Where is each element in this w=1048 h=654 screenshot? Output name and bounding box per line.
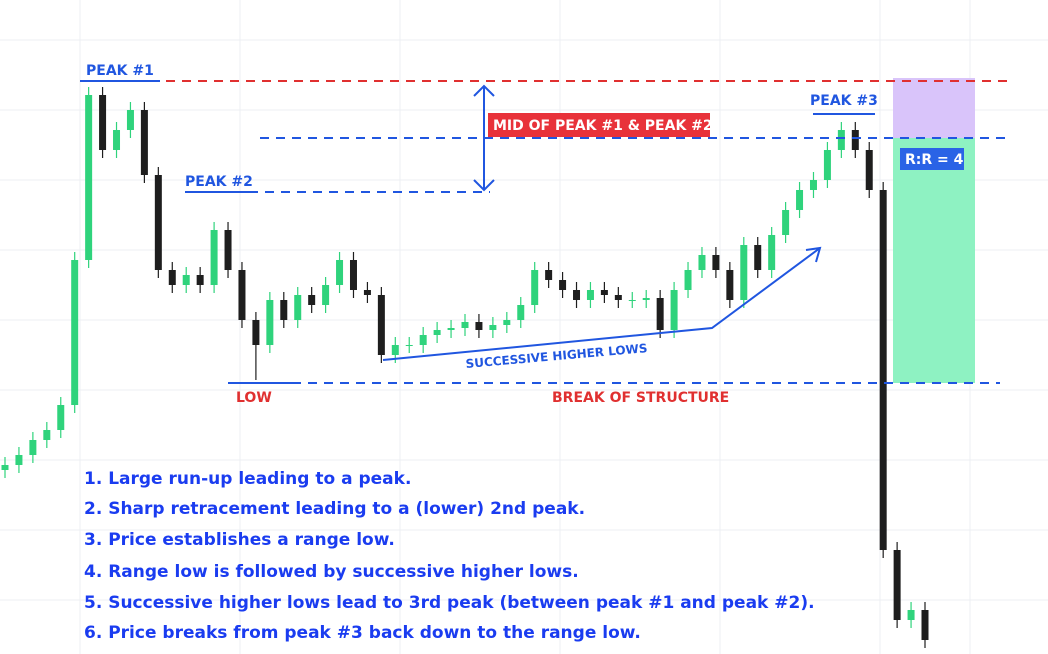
candle-body: [851, 130, 859, 150]
candle-body: [447, 328, 455, 330]
candle-body: [57, 405, 65, 430]
candle-body: [475, 322, 483, 330]
candle-body: [921, 610, 929, 640]
candle-body: [336, 260, 344, 285]
peak-2-label: PEAK #2: [185, 174, 253, 190]
candle-body: [600, 290, 608, 295]
candle-body: [698, 255, 706, 270]
candle-body: [559, 280, 567, 290]
candle-body: [99, 95, 107, 150]
candle-body: [614, 295, 622, 300]
note: 4. Range low is followed by successive h…: [84, 562, 579, 582]
candle-body: [126, 110, 134, 130]
candles: [1, 87, 929, 648]
notes: 1. Large run-up leading to a peak. 2. Sh…: [84, 469, 815, 643]
candle-body: [224, 230, 232, 270]
candle-body: [726, 270, 734, 300]
candle-body: [489, 325, 497, 330]
candle-body: [503, 320, 511, 325]
note: 6. Price breaks from peak #3 back down t…: [84, 623, 641, 643]
candle-body: [349, 260, 357, 290]
candle-body: [545, 270, 553, 280]
candle-body: [15, 455, 23, 465]
candle-body: [43, 430, 51, 440]
higher-lows-label: SUCCESSIVE HIGHER LOWS: [465, 341, 648, 371]
candle-body: [879, 190, 887, 550]
candle-body: [280, 300, 288, 320]
candle-body: [405, 345, 413, 346]
candle-body: [308, 295, 316, 305]
candle-body: [837, 130, 845, 150]
candle-body: [656, 298, 664, 330]
candle-body: [322, 285, 330, 305]
rr-label-bg: [900, 148, 964, 170]
candle-body: [1, 465, 9, 470]
mid-label-bg: [488, 113, 710, 137]
candle-body: [531, 270, 539, 305]
candle-body: [517, 305, 525, 320]
candle-body: [419, 335, 427, 345]
candle-body: [377, 295, 385, 355]
rr-label: R:R = 4: [905, 152, 964, 168]
candle-body: [740, 245, 748, 300]
candle-body: [461, 322, 469, 328]
candle-body: [154, 175, 162, 270]
candle-body: [907, 610, 915, 620]
low-label: LOW: [236, 390, 272, 406]
candle-body: [670, 290, 678, 330]
candle-body: [865, 150, 873, 190]
risk-zone: [893, 78, 975, 138]
candle-body: [823, 150, 831, 180]
candle-body: [684, 270, 692, 290]
note: 1. Large run-up leading to a peak.: [84, 469, 411, 489]
candle-body: [85, 95, 93, 260]
candle-body: [182, 275, 190, 285]
candle-body: [266, 300, 274, 345]
candle-body: [294, 295, 302, 320]
note: 3. Price establishes a range low.: [84, 530, 395, 550]
candle-body: [140, 110, 148, 175]
reward-zone: [893, 138, 975, 383]
candle-body: [168, 270, 176, 285]
candle-body: [363, 290, 371, 295]
bos-label: BREAK OF STRUCTURE: [552, 390, 729, 406]
candle-body: [113, 130, 121, 150]
note: 2. Sharp retracement leading to a (lower…: [84, 499, 585, 519]
candle-body: [196, 275, 204, 285]
candle-body: [71, 260, 79, 405]
candle-body: [893, 550, 901, 620]
candle-body: [29, 440, 37, 455]
candle-body: [391, 345, 399, 355]
peak-3-label: PEAK #3: [810, 93, 878, 109]
candle-body: [768, 235, 776, 270]
mid-label: MID OF PEAK #1 & PEAK #2: [493, 118, 713, 134]
candle-body: [573, 290, 581, 300]
peak-1-label: PEAK #1: [86, 63, 154, 79]
candle-body: [754, 245, 762, 270]
candle-body: [586, 290, 594, 300]
candle-body: [238, 270, 246, 320]
candle-body: [642, 298, 650, 300]
candle-body: [796, 190, 804, 210]
candle-body: [712, 255, 720, 270]
markings: [80, 80, 875, 384]
candle-body: [252, 320, 260, 345]
candle-body: [433, 330, 441, 335]
note: 5. Successive higher lows lead to 3rd pe…: [84, 593, 815, 613]
candle-body: [628, 300, 636, 301]
candle-body: [782, 210, 790, 235]
candle-body: [210, 230, 218, 285]
candle-body: [809, 180, 817, 190]
